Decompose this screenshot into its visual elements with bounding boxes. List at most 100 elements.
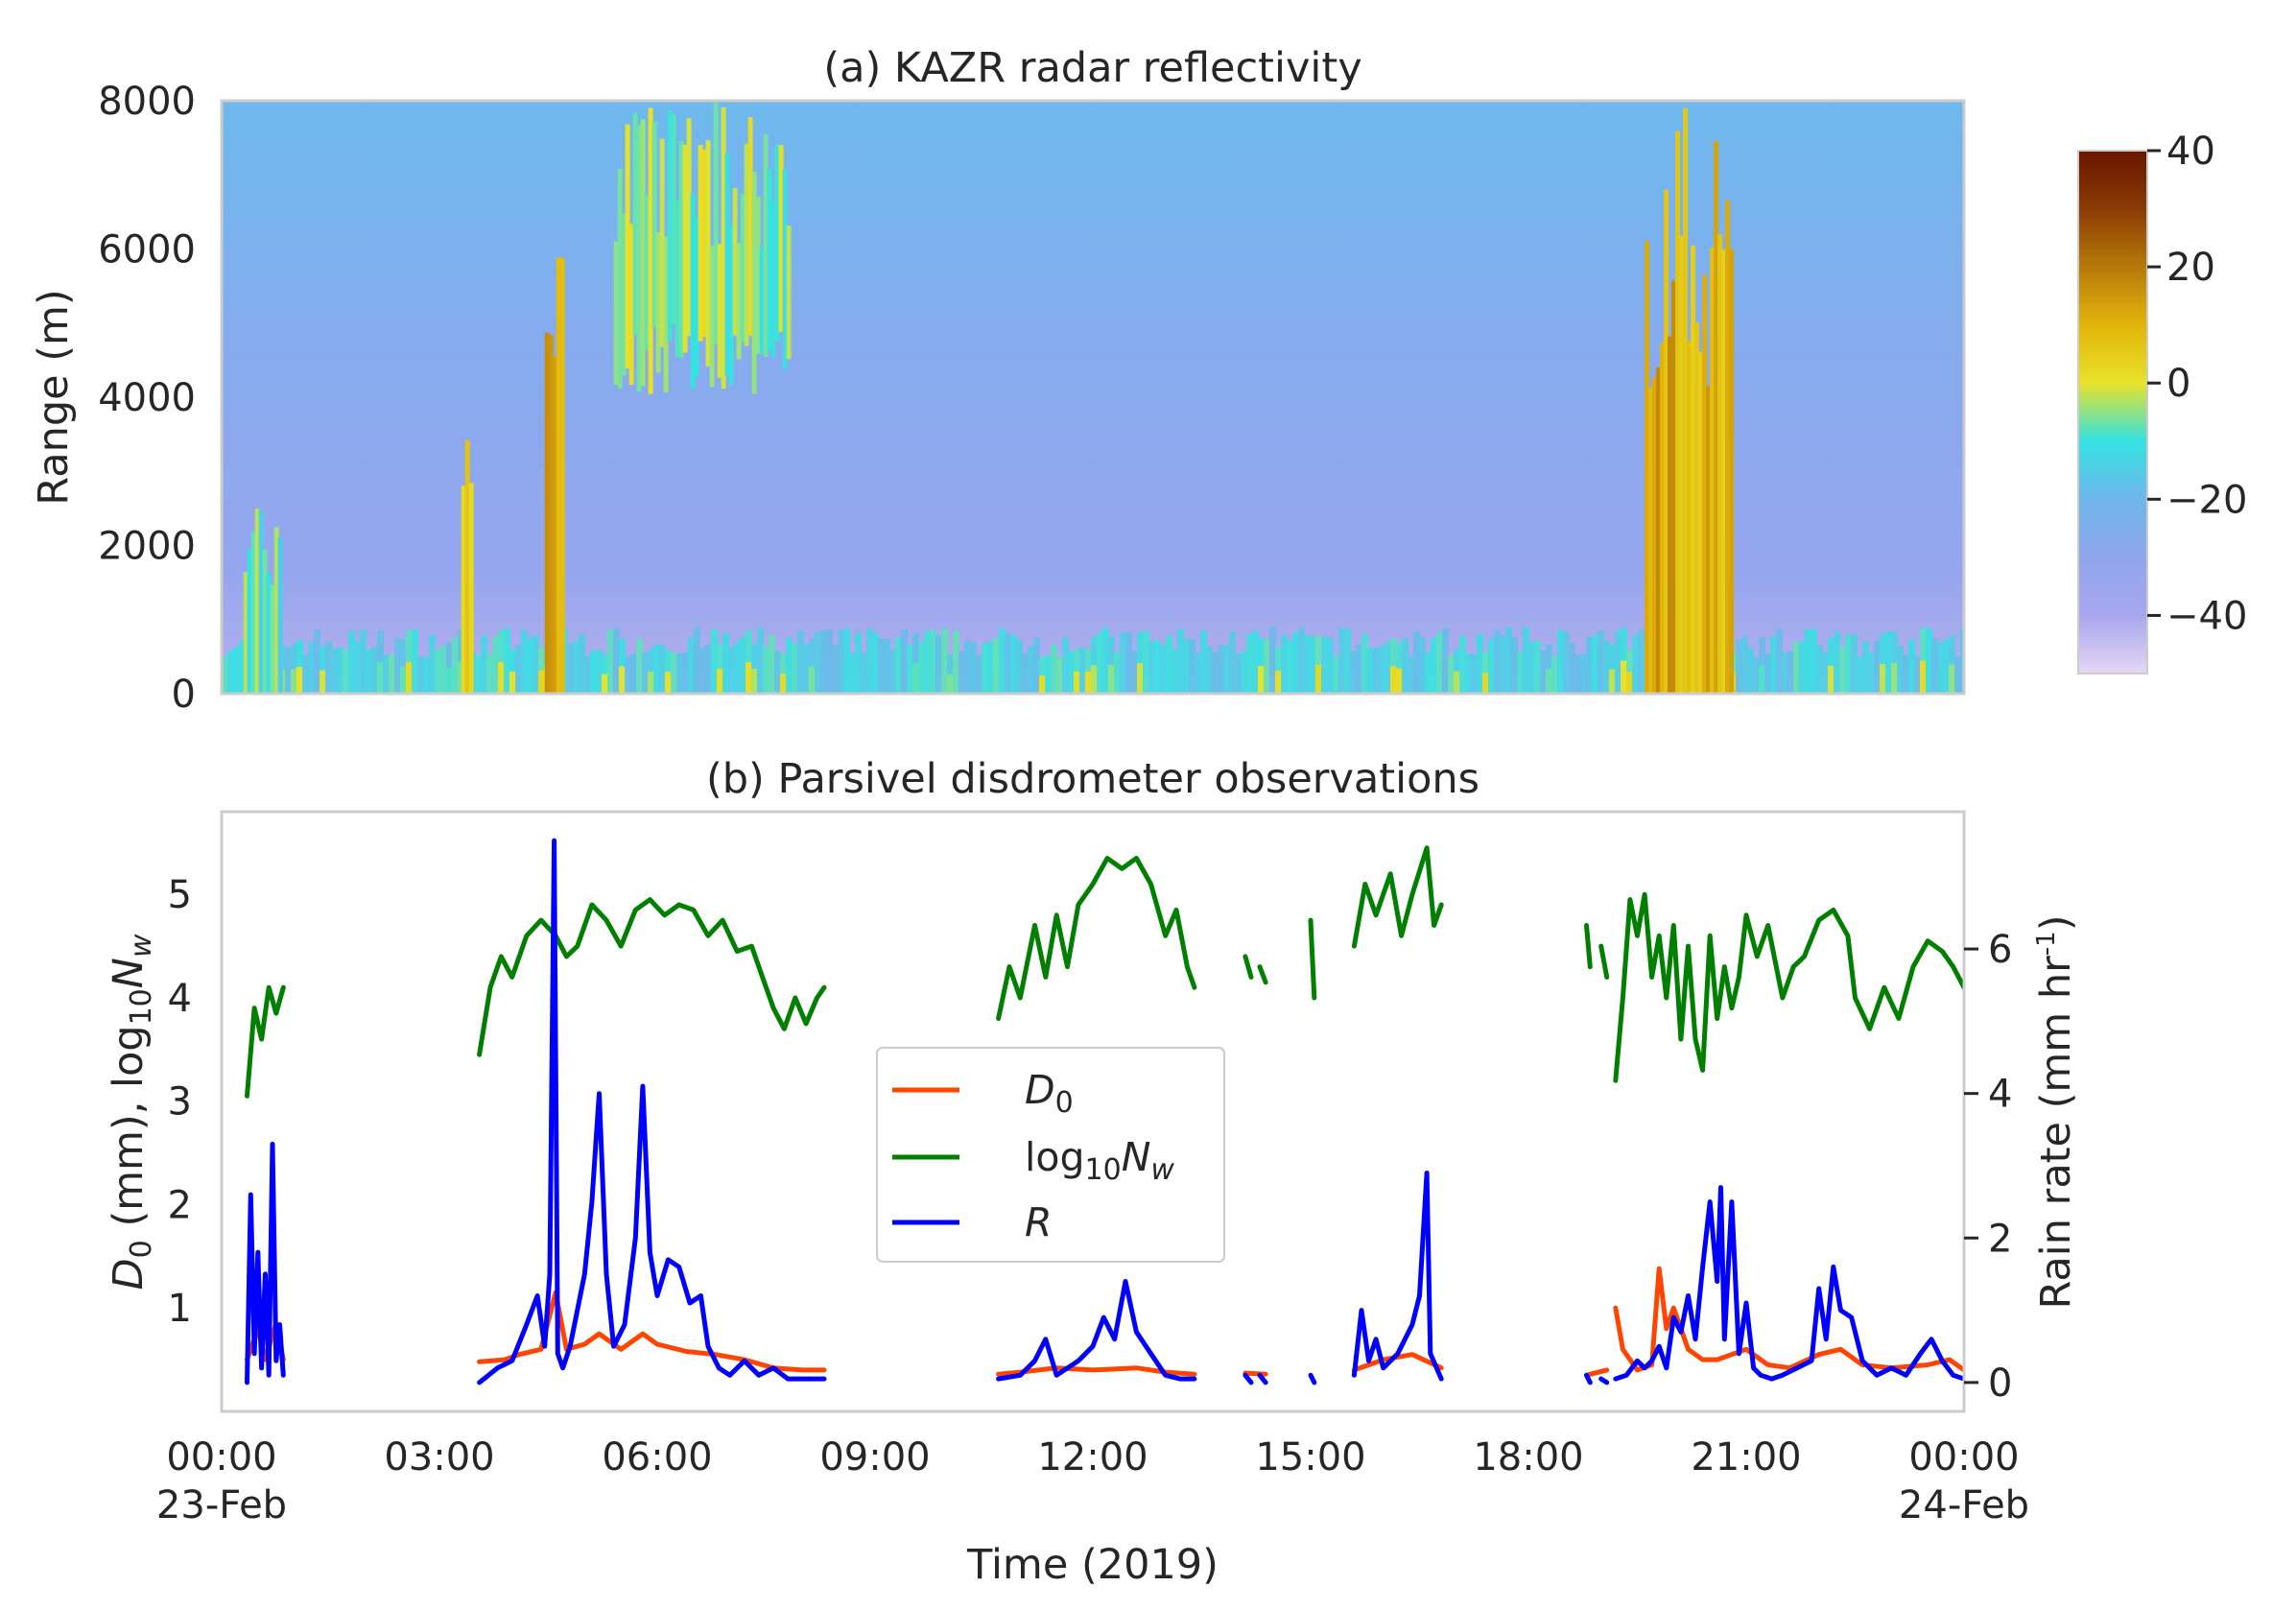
echo-column (688, 637, 695, 694)
echo-column (1102, 627, 1109, 694)
echo-column (1943, 639, 1950, 694)
echo-column (625, 655, 631, 694)
echo-column (676, 652, 683, 694)
echo-column (1125, 631, 1132, 694)
echo-column (527, 638, 533, 694)
echo-column (1621, 627, 1627, 694)
echo-column (1776, 628, 1783, 694)
echo-column (1706, 386, 1712, 694)
echo-column-core (947, 674, 954, 694)
echo-column (481, 635, 487, 694)
right-y-label: Rain rate (mm hr-1) (2032, 914, 2080, 1309)
echo-column-core (1315, 664, 1322, 694)
echo-column (1698, 351, 1704, 694)
echo-column (751, 644, 758, 694)
colorbar: 40 20 0 −20 −40 (2077, 130, 2247, 675)
series-r (245, 838, 1964, 1385)
echo-column (621, 213, 627, 376)
echo-column (1822, 652, 1829, 694)
echo-column (728, 225, 734, 386)
echo-column (383, 654, 390, 694)
panel-a-y-tick-label: 8000 (98, 80, 196, 124)
echo-column (736, 243, 742, 360)
echo-column (1367, 648, 1374, 694)
echo-column-core (1390, 666, 1397, 694)
echo-layer (222, 103, 1964, 694)
echo-column (1379, 646, 1385, 694)
echo-column (1229, 631, 1236, 694)
echo-column (671, 113, 676, 325)
echo-column (1908, 639, 1915, 694)
echo-column (1172, 649, 1178, 694)
echo-column (1741, 635, 1748, 694)
echo-column (285, 647, 292, 694)
echo-column (970, 642, 977, 694)
echo-column (717, 244, 722, 378)
panel-a-title: (a) KAZR radar reflectivity (823, 44, 1361, 92)
echo-column (786, 225, 792, 360)
echo-column (1436, 631, 1443, 694)
x-tick-label: 00:00 (1908, 1435, 2019, 1480)
echo-column (774, 651, 781, 694)
left-y-tick-label: 3 (168, 1080, 192, 1125)
echo-column (782, 169, 788, 369)
panel-b-frame (220, 810, 1966, 1413)
echo-column-core (1482, 673, 1489, 694)
echo-column (552, 356, 557, 694)
echo-column (832, 645, 839, 694)
echo-column-core (665, 672, 672, 694)
echo-column (1068, 651, 1075, 694)
echo-column (694, 216, 699, 378)
panel-a-y-tick-label: 6000 (98, 228, 196, 272)
echo-column (1717, 234, 1723, 694)
echo-column (648, 107, 653, 394)
echo-column (774, 144, 780, 342)
echo-column (993, 638, 1000, 694)
series-r-segment (1584, 1372, 1593, 1385)
echo-column-core (1258, 666, 1265, 694)
echo-column (1937, 642, 1944, 694)
echo-column (1540, 651, 1547, 694)
echo-column (907, 645, 913, 694)
echo-column (724, 154, 730, 377)
echo-column (1725, 200, 1731, 694)
echo-column (325, 641, 332, 694)
echo-convective-cell-2 (544, 257, 565, 694)
echo-column (721, 107, 726, 390)
echo-column-core (1949, 664, 1955, 694)
echo-column (320, 646, 326, 694)
legend-label-r: R (1025, 1199, 1053, 1245)
echo-column (732, 188, 738, 336)
plot-area (245, 838, 1964, 1385)
echo-column (889, 649, 896, 694)
echo-column (1671, 280, 1677, 694)
echo-column (1598, 630, 1604, 694)
colorbar-tick-label: 20 (2166, 246, 2215, 290)
echo-column (941, 628, 948, 694)
series-r-segment (1613, 1185, 1964, 1382)
echo-column-core (400, 666, 407, 694)
echo-column (440, 646, 447, 694)
echo-column (1459, 635, 1466, 694)
echo-column (744, 143, 749, 346)
echo-column (1356, 644, 1362, 694)
echo-column (797, 630, 804, 694)
series-r-segment (1257, 1372, 1268, 1385)
echo-column (1569, 643, 1575, 694)
echo-column (371, 647, 378, 694)
echo-column (770, 201, 776, 358)
echo-column (1563, 631, 1570, 694)
echo-column (820, 630, 827, 694)
echo-column (1652, 377, 1658, 694)
echo-column (1120, 632, 1126, 694)
echo-column (435, 650, 441, 694)
echo-column (686, 118, 692, 337)
colorbar-tick-label: −20 (2166, 478, 2247, 522)
series-d0-segment (1351, 1352, 1444, 1373)
x-tick-label: 15:00 (1255, 1435, 1365, 1480)
echo-column (1546, 644, 1552, 694)
echo-column (452, 637, 459, 694)
echo-column (1551, 656, 1558, 694)
echo-column (243, 572, 249, 694)
echo-column (548, 335, 554, 694)
